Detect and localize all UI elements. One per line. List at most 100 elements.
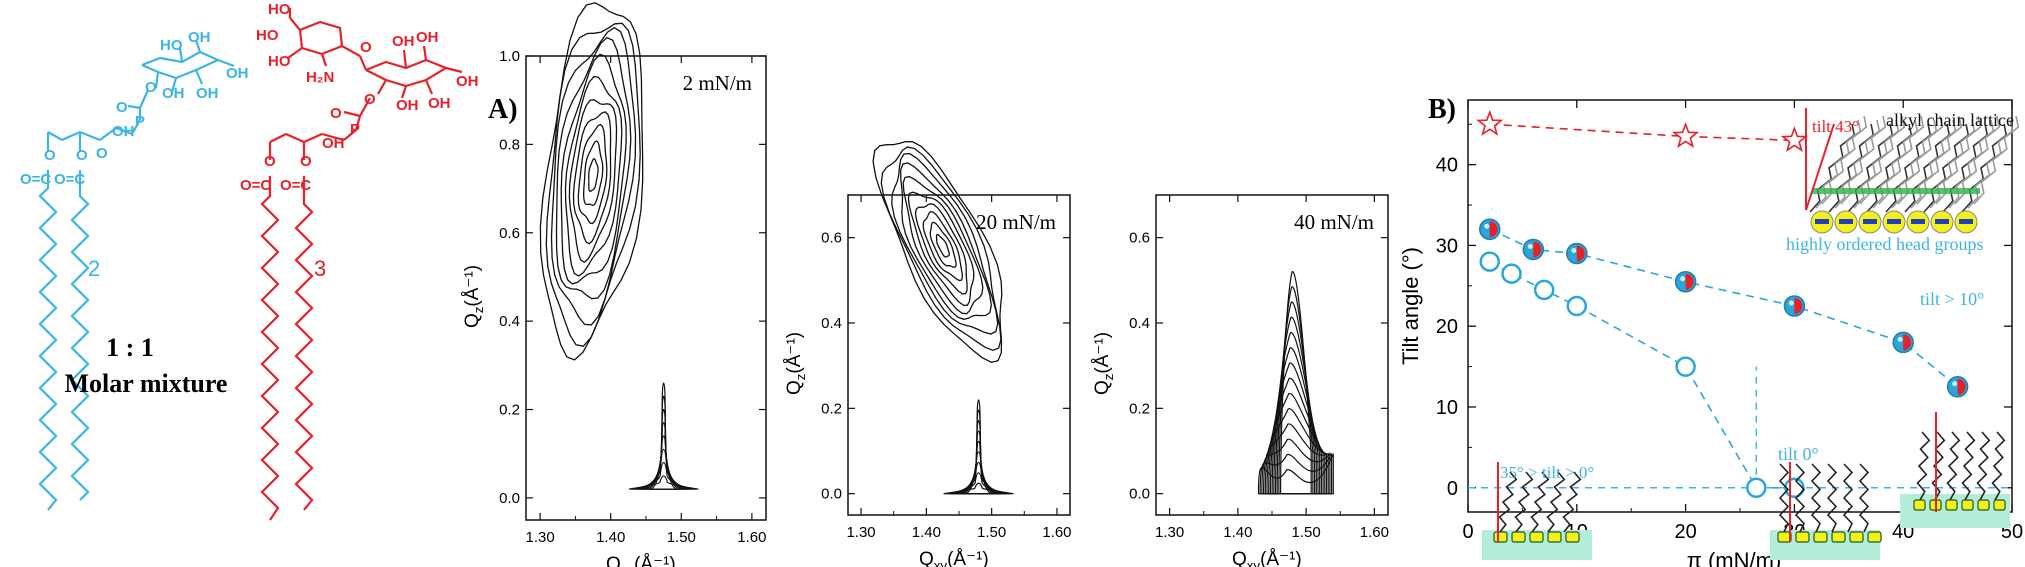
atom-label: O	[76, 147, 88, 164]
head-group	[1867, 531, 1882, 543]
cartoon-tilt0: tilt 0°	[1770, 444, 1882, 560]
point-highlight	[1571, 247, 1577, 253]
atom-label: O	[364, 91, 376, 108]
x-tick-label: 1.50	[977, 524, 1006, 541]
gixd-plot-40mNm: 1.30 1.40 1.50 1.60 0.0 0.2 0.4 0.6 40 mN/m Qxy(Å…	[1092, 194, 1389, 567]
point-half-fill	[1489, 221, 1498, 238]
head-group-marker	[1863, 219, 1877, 224]
contour-line	[564, 75, 623, 277]
atom-label: P	[135, 113, 145, 130]
contour-line	[545, 22, 641, 347]
x-tick-label: 1.40	[1223, 524, 1252, 541]
star-point	[1476, 109, 1504, 136]
molecule-3-atoms: HO HO HO H₂N O OH OH OH OH OH O P O OH O…	[240, 1, 479, 194]
head-groups-label: highly ordered head groups	[1786, 234, 1983, 254]
tilt-range-label: 35° > tilt > 0°	[1500, 463, 1594, 482]
y-tick-label: 40	[1436, 155, 1458, 177]
x-axis-label: Qxy(Å⁻¹)	[919, 549, 989, 567]
pressure-label: 40 mN/m	[1294, 210, 1374, 234]
x-tick-label: 1.60	[737, 529, 766, 546]
lattice-plane	[1812, 188, 1980, 194]
lattice-label: alkyl chain lattice	[1886, 110, 2014, 130]
atom-label: OH	[188, 29, 211, 46]
head-group-marker	[1839, 219, 1853, 224]
alkyl-chain	[1826, 463, 1838, 533]
y-tick-label: 0.2	[821, 400, 842, 417]
x-axis-label: Qxy(Å⁻¹)	[1232, 549, 1302, 567]
alkyl-chain	[1530, 471, 1550, 533]
y-tick-label: 0.4	[499, 313, 520, 330]
point-highlight	[1897, 336, 1903, 342]
alkyl-chain	[1991, 431, 2006, 501]
x-tick-label: 1.60	[1360, 524, 1389, 541]
tilt-43-label: tilt 43°	[1812, 117, 1859, 136]
head-group	[1913, 499, 1926, 511]
open-point	[1746, 477, 1767, 499]
peak-contour	[949, 461, 1009, 495]
alkyl-chain	[1842, 463, 1854, 533]
contour-line	[582, 140, 604, 206]
cartoon-top-lattice: tilt 43° alkyl chain lattice highly orde…	[1786, 108, 2020, 254]
point-highlight	[1788, 300, 1794, 306]
y-tick-label: 1.0	[499, 48, 520, 65]
atom-label: OH	[392, 33, 415, 50]
point-half-fill	[1533, 241, 1542, 258]
atom-label: P	[350, 121, 360, 138]
alkyl-chain	[1946, 431, 1961, 501]
molecule-3-inositol	[260, 45, 463, 521]
gixd-plot-2mNm: 1.30 1.40 1.50 1.60 0.0 0.2 0.4 0.6 0.8 1.0 2 mN/m…	[462, 2, 767, 567]
contour-line	[555, 36, 632, 300]
tilt-gt10-label: tilt > 10°	[1920, 289, 1984, 309]
alkyl-chain	[1931, 431, 1946, 501]
contour-line	[929, 221, 957, 268]
contour-line	[539, 2, 644, 361]
atom-label: OH	[428, 95, 451, 112]
alkyl-chain	[1794, 463, 1806, 533]
head-group-marker	[1815, 219, 1829, 224]
head-group	[1511, 531, 1526, 543]
point-highlight	[1952, 381, 1958, 387]
point-half-fill	[1957, 378, 1966, 395]
alkyl-chain	[1498, 471, 1518, 533]
contour-line	[572, 111, 612, 245]
point-half-fill	[1794, 298, 1803, 314]
head-group	[1831, 531, 1846, 543]
atom-label: OH	[416, 29, 439, 46]
atom-label: OH	[112, 123, 135, 140]
contour-line	[922, 211, 963, 282]
pressure-label: 2 mN/m	[683, 71, 752, 95]
atom-label: O=C	[280, 177, 311, 194]
head-group	[1945, 499, 1958, 511]
y-tick-label: 0.6	[1129, 230, 1150, 247]
plot-frame	[525, 55, 767, 521]
x-axis-label: Qxy(Å⁻¹)	[606, 554, 676, 567]
peak-contour	[641, 422, 686, 490]
y-tick-label: 0.6	[499, 225, 520, 242]
x-tick-label: 1.40	[596, 529, 625, 546]
atom-label: HO	[160, 37, 183, 54]
x-tick-label: 0	[1462, 521, 1473, 543]
peak-contour	[635, 448, 693, 490]
alkyl-chain	[1916, 431, 1931, 501]
alkyl-chain	[1858, 463, 1870, 533]
alkyl-chain	[1810, 463, 1822, 533]
atom-label: OH	[396, 97, 419, 114]
head-group-marker	[1911, 219, 1925, 224]
atom-label: HO	[268, 53, 291, 70]
compound-2-label: 2	[88, 256, 100, 281]
y-tick-label: 30	[1436, 235, 1458, 257]
panel-a-letter: A)	[488, 94, 518, 125]
tilt-line	[1805, 123, 1835, 211]
alkyl-chain	[1514, 471, 1534, 533]
y-tick-label: 0.6	[821, 230, 842, 247]
x-tick-label: 1.30	[1155, 524, 1184, 541]
molecule-2-structure	[38, 39, 235, 511]
contour-line	[1259, 453, 1333, 495]
star-point	[1672, 122, 1700, 148]
x-tick-label: 1.50	[1292, 524, 1321, 541]
ratio-description: Molar mixture	[65, 369, 228, 398]
y-tick-label: 20	[1436, 316, 1458, 338]
y-tick-label: 10	[1436, 397, 1458, 419]
contour-line	[1279, 271, 1312, 495]
point-half-fill	[1903, 334, 1912, 351]
